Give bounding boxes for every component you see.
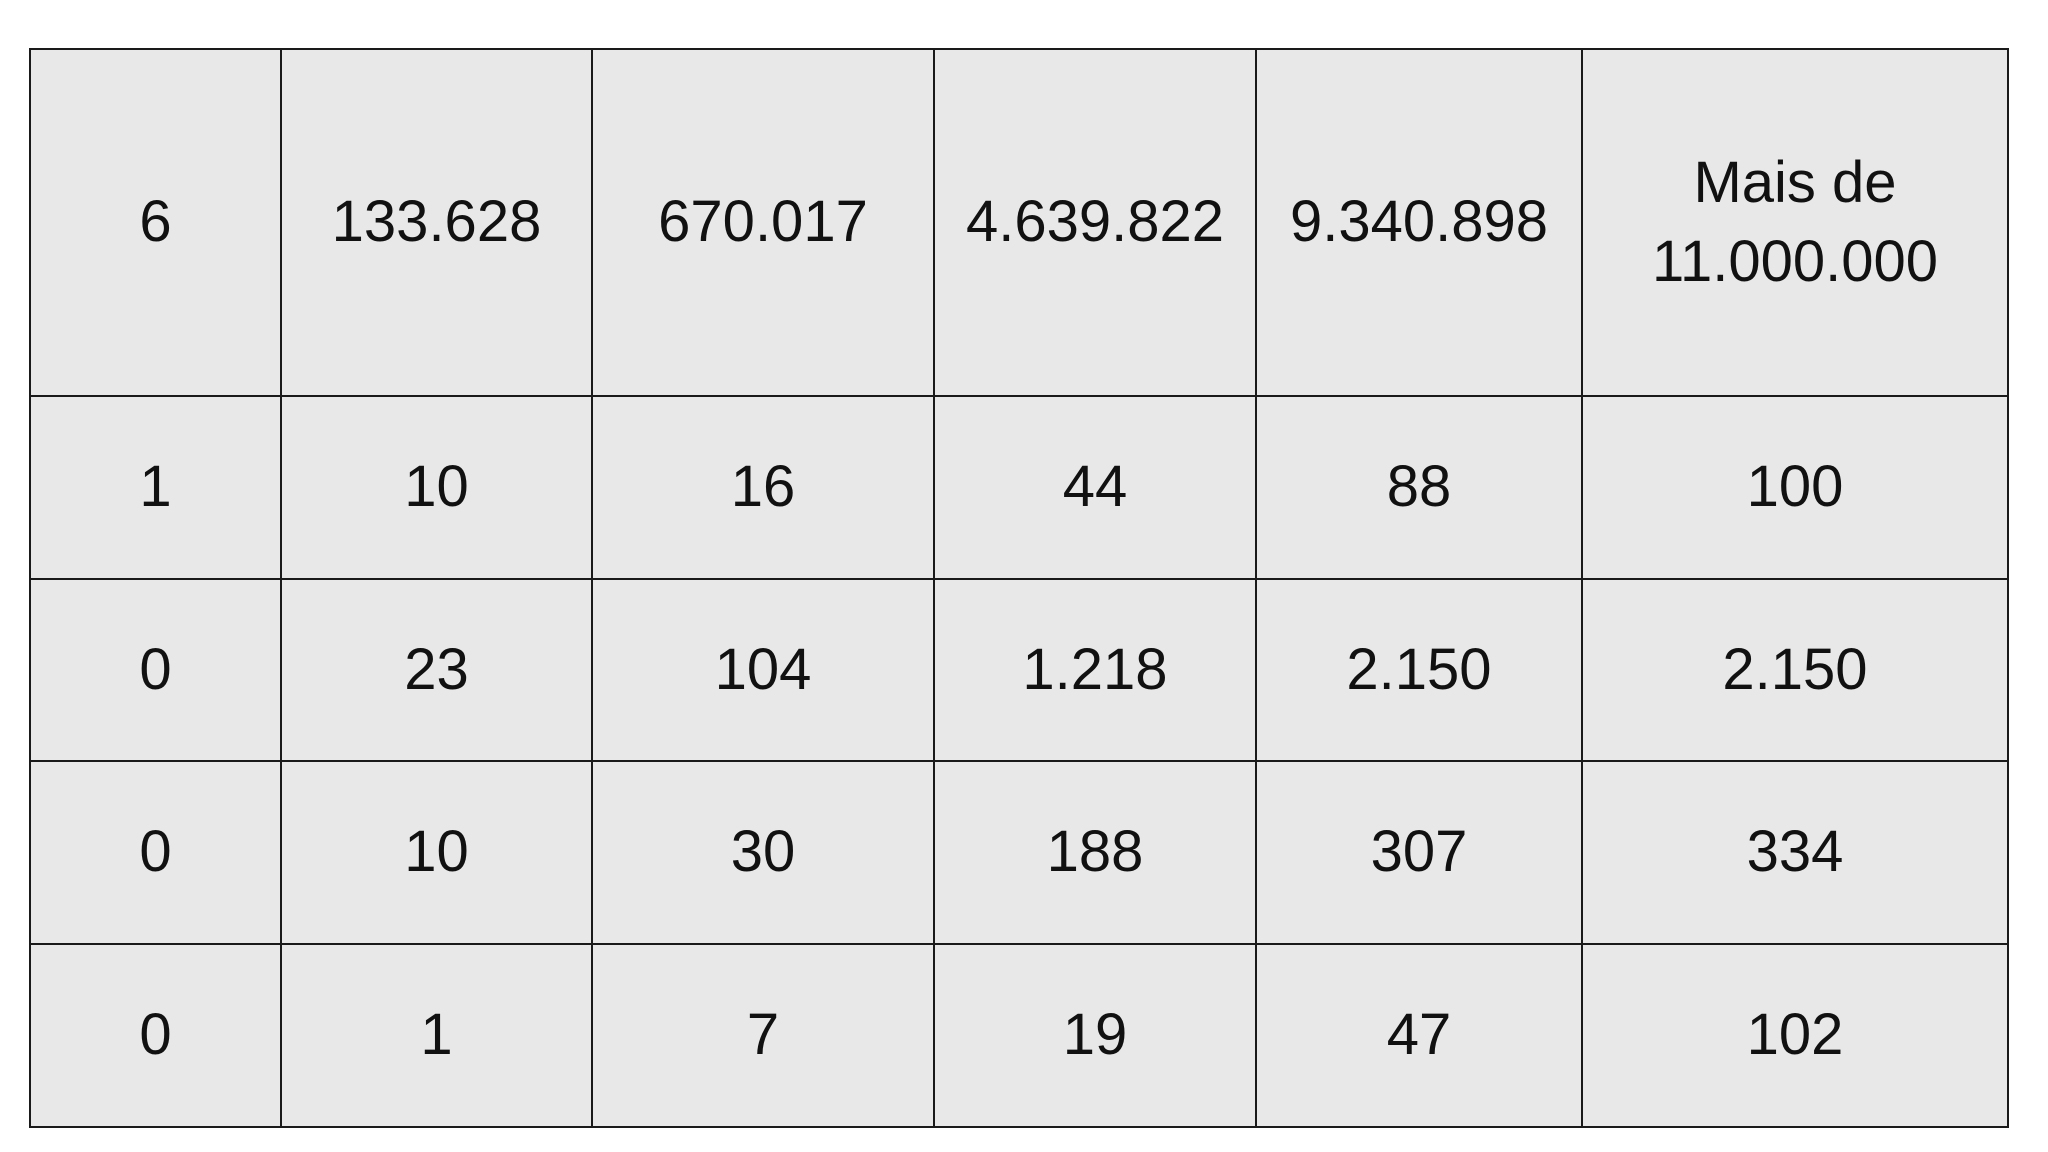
table-cell: 4.639.822: [933, 48, 1257, 397]
table-cell: 2.150: [1255, 578, 1583, 762]
table-cell: 1.218: [933, 578, 1257, 762]
table-cell: 133.628: [280, 48, 593, 397]
table-cell: 102: [1581, 943, 2009, 1128]
table-cell: 100: [1581, 395, 2009, 580]
table-row: 0 23 104 1.218 2.150 2.150: [29, 578, 2009, 762]
table-row: 0 1 7 19 47 102: [29, 943, 2009, 1128]
table-cell: Mais de 11.000.000: [1581, 48, 2009, 397]
table-cell: 7: [591, 943, 935, 1128]
table-cell: 47: [1255, 943, 1583, 1128]
table-cell: 44: [933, 395, 1257, 580]
table-cell: 1: [29, 395, 282, 580]
table-cell: 334: [1581, 760, 2009, 945]
table-cell: 23: [280, 578, 593, 762]
table-cell: 10: [280, 395, 593, 580]
table-cell: 9.340.898: [1255, 48, 1583, 397]
table-cell: 0: [29, 578, 282, 762]
table-body: 6 133.628 670.017 4.639.822 9.340.898 Mais de…: [29, 48, 2009, 1128]
table-cell: 104: [591, 578, 935, 762]
table-cell: 188: [933, 760, 1257, 945]
table-row: 0 10 30 188 307 334: [29, 760, 2009, 945]
table-cell: 307: [1255, 760, 1583, 945]
table-row: 1 10 16 44 88 100: [29, 395, 2009, 580]
table-cell: 6: [29, 48, 282, 397]
table-cell: 670.017: [591, 48, 935, 397]
table-cell: 30: [591, 760, 935, 945]
table-cell: 88: [1255, 395, 1583, 580]
table-cell: 0: [29, 760, 282, 945]
table-cell: 1: [280, 943, 593, 1128]
table-cell: 19: [933, 943, 1257, 1128]
table-cell: 0: [29, 943, 282, 1128]
table-cell: 10: [280, 760, 593, 945]
table-cell: 2.150: [1581, 578, 2009, 762]
table-row: 6 133.628 670.017 4.639.822 9.340.898 Mais de…: [29, 48, 2009, 397]
table-cell: 16: [591, 395, 935, 580]
data-table: 6 133.628 670.017 4.639.822 9.340.898 Mais de…: [29, 48, 2009, 1128]
